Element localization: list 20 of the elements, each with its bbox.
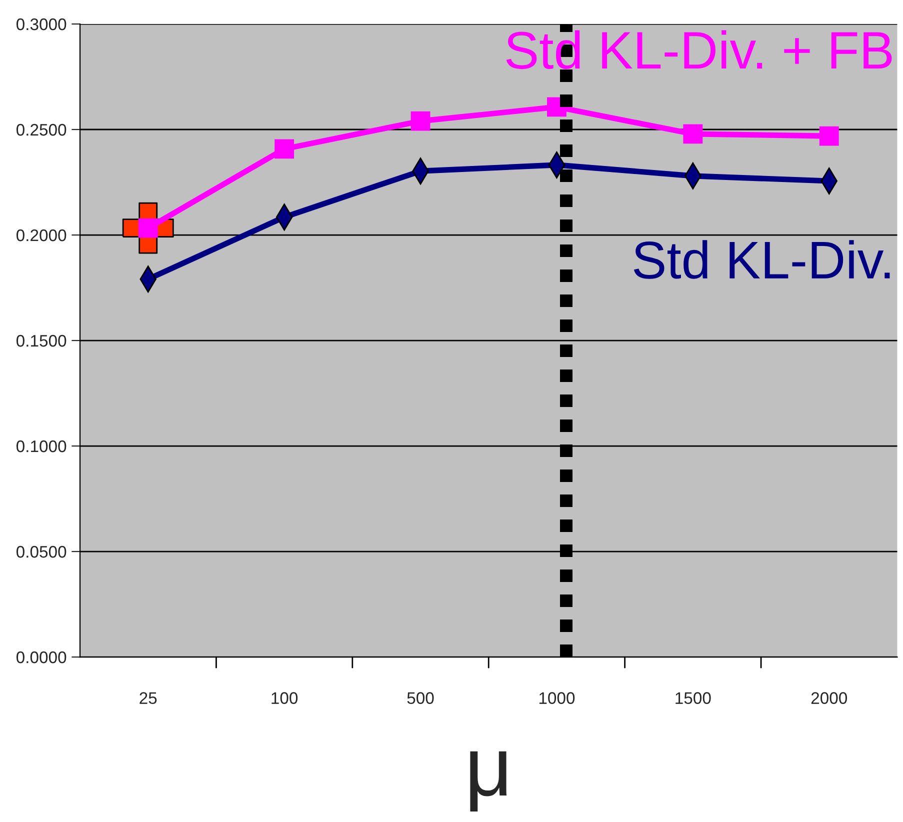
x-tick-label: 25 (140, 692, 157, 704)
x-tick-label: 1000 (539, 692, 575, 704)
point (274, 139, 294, 159)
point (819, 126, 839, 146)
y-tick-label: 0.1000 (16, 440, 66, 452)
series-label: Std KL-Div. (634, 240, 890, 279)
y-tick-label: 0.1500 (16, 334, 66, 347)
x-tick-label: 500 (407, 692, 434, 704)
y-tick-label: 0.0000 (16, 651, 66, 664)
y-tick-label: 0.2500 (16, 124, 66, 136)
x-axis-title: μ (470, 751, 507, 812)
x-tick-label: 100 (272, 692, 298, 704)
point (683, 124, 703, 144)
point (410, 111, 430, 131)
y-tick-label: 0.2000 (16, 229, 66, 242)
y-tick-label: 0.0500 (16, 546, 66, 558)
series-label: Std KL-Div. + FB (506, 30, 892, 70)
x-tick-label: 2000 (811, 692, 848, 704)
y-tick-label: 0.3000 (16, 18, 66, 30)
x-tick-label: 1500 (676, 692, 711, 704)
